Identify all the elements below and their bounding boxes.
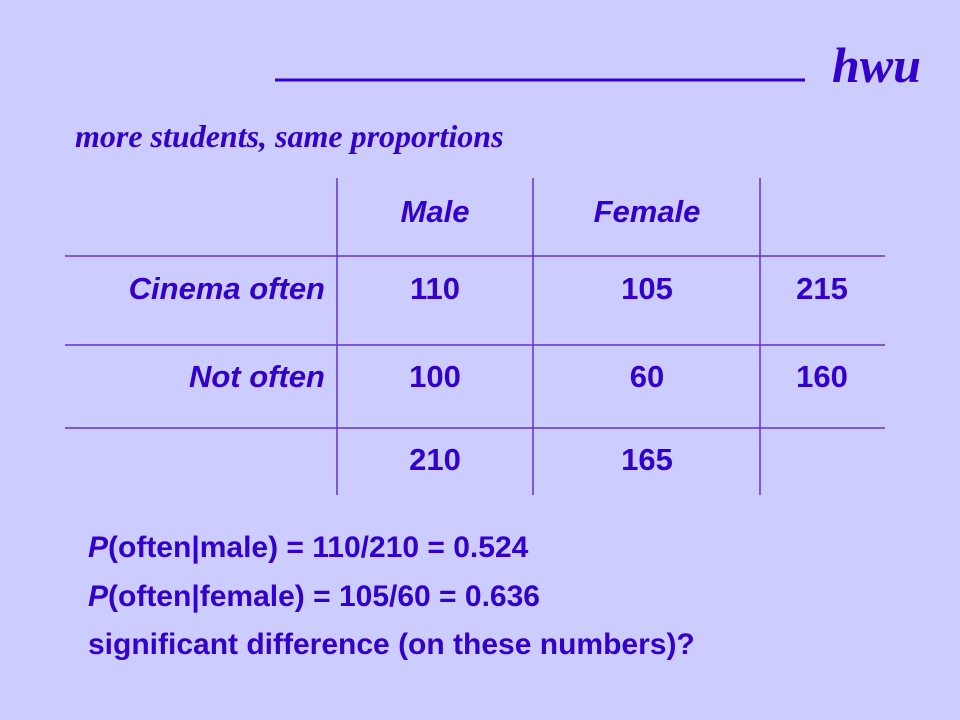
logo: hwu — [832, 37, 921, 93]
table-cell: 105 — [621, 271, 673, 306]
table-cell: 100 — [409, 359, 461, 394]
symbol: P — [88, 531, 109, 564]
note-text: significant difference (on these numbers… — [88, 628, 695, 661]
note-text: (often|male) = 110/210 = 0.524 — [108, 531, 529, 564]
column-header: Male — [400, 194, 470, 229]
note-text: (often|female) = 105/60 = 0.636 — [108, 580, 540, 613]
table-cell: 215 — [796, 271, 848, 306]
subtitle: more students, same proportions — [75, 118, 504, 154]
row-label: Cinema often — [128, 271, 325, 306]
table-cell: 110 — [409, 271, 461, 306]
note: significant difference (on these numbers… — [88, 628, 695, 662]
note: P(often|female) = 105/60 = 0.636 — [88, 580, 540, 614]
symbol: P — [88, 580, 109, 613]
column-header: Female — [593, 194, 701, 229]
total-cell: 165 — [621, 442, 673, 477]
note: P(often|male) = 110/210 = 0.524 — [88, 531, 528, 565]
table-cell: 160 — [796, 359, 848, 394]
row-label: Not often — [188, 359, 325, 394]
table-cell: 60 — [629, 359, 665, 394]
total-cell: 210 — [409, 442, 461, 477]
